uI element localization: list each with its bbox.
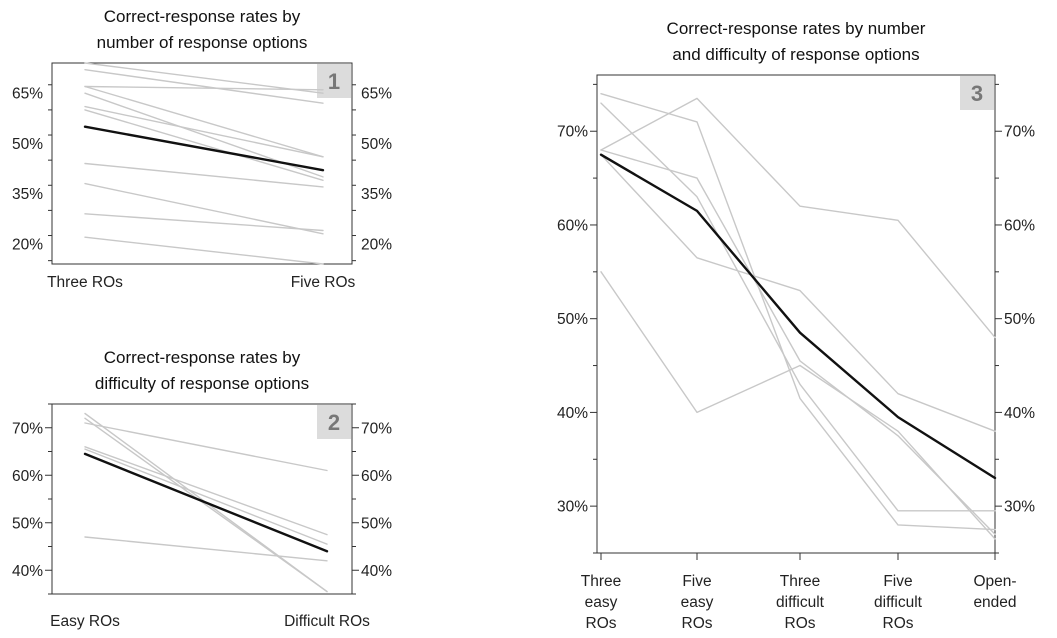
y-tick-label-left: 20%	[12, 236, 43, 253]
series-line	[84, 417, 328, 593]
chart-title: Correct-response rates by number	[667, 19, 926, 38]
x-category-label: Five ROs	[291, 274, 356, 291]
y-tick-label-right: 50%	[361, 515, 392, 532]
chart-3: Correct-response rates by number and diff…	[557, 19, 1035, 632]
series-line	[84, 422, 328, 472]
x-category-label: Three	[581, 573, 622, 590]
series-line	[84, 213, 324, 232]
chart-1: Correct-response rates by number of respo…	[12, 7, 392, 291]
series-line	[84, 85, 324, 158]
y-tick-label-right: 70%	[1004, 124, 1035, 141]
panel-number-label: 1	[328, 69, 340, 94]
series-line	[600, 153, 996, 432]
series-line	[600, 149, 996, 535]
y-tick-label-left: 40%	[12, 563, 43, 580]
x-category-label: Three	[780, 573, 821, 590]
chart-title: Correct-response rates by	[104, 348, 301, 367]
series-line	[84, 536, 328, 562]
x-category-label: ended	[973, 594, 1016, 611]
plot-frame	[51, 62, 353, 265]
series-line	[84, 85, 324, 91]
y-tick-label-left: 65%	[12, 86, 43, 103]
series-line	[600, 97, 996, 339]
series-line	[84, 68, 324, 104]
panel-number-badge	[317, 405, 351, 439]
x-category-label: Three ROs	[47, 274, 123, 291]
x-category-label: Open-	[973, 573, 1016, 590]
series-line	[84, 236, 324, 265]
x-category-label: ROs	[785, 615, 816, 632]
x-category-label: Difficult ROs	[284, 613, 370, 630]
series-line	[84, 109, 324, 182]
series-line	[600, 92, 996, 531]
panel-number-badge	[317, 64, 351, 98]
y-tick-label-left: 50%	[12, 515, 43, 532]
y-tick-label-right: 35%	[361, 186, 392, 203]
y-tick-label-left: 70%	[12, 420, 43, 437]
chart-title: number of response options	[97, 33, 308, 52]
y-tick-label-right: 40%	[361, 563, 392, 580]
x-category-label: Five	[883, 573, 912, 590]
panel-number-label: 3	[971, 81, 983, 106]
x-category-label: ROs	[586, 615, 617, 632]
series-line	[600, 271, 996, 540]
plot-frame	[596, 74, 996, 554]
y-tick-label-right: 70%	[361, 420, 392, 437]
chart-2: Correct-response rates by difficulty of r…	[12, 348, 392, 630]
x-category-label: Easy ROs	[50, 613, 120, 630]
series-line	[84, 105, 324, 158]
y-tick-label-left: 30%	[557, 499, 588, 516]
x-category-label: difficult	[874, 594, 923, 611]
x-category-label: easy	[681, 594, 714, 611]
series-line	[600, 102, 996, 512]
y-tick-label-left: 60%	[557, 217, 588, 234]
series-line	[84, 162, 324, 188]
y-tick-label-left: 70%	[557, 124, 588, 141]
y-tick-label-left: 35%	[12, 186, 43, 203]
y-tick-label-right: 60%	[361, 468, 392, 485]
y-tick-label-right: 40%	[1004, 405, 1035, 422]
x-category-label: easy	[585, 594, 618, 611]
y-tick-label-right: 30%	[1004, 499, 1035, 516]
x-category-label: difficult	[776, 594, 825, 611]
panel-number-badge	[960, 76, 994, 110]
y-tick-label-left: 60%	[12, 468, 43, 485]
chart-title: difficulty of response options	[95, 374, 309, 393]
series-line-mean	[83, 125, 325, 172]
y-tick-label-left: 40%	[557, 405, 588, 422]
y-tick-label-right: 65%	[361, 86, 392, 103]
y-tick-label-left: 50%	[12, 136, 43, 153]
panel-number-label: 2	[328, 410, 340, 435]
x-category-label: ROs	[883, 615, 914, 632]
x-category-label: ROs	[682, 615, 713, 632]
series-line-mean	[599, 153, 997, 480]
chart-title: and difficulty of response options	[672, 45, 919, 64]
y-tick-label-right: 20%	[361, 236, 392, 253]
y-tick-label-left: 50%	[557, 311, 588, 328]
y-tick-label-right: 60%	[1004, 217, 1035, 234]
series-line	[84, 62, 324, 94]
chart-title: Correct-response rates by	[104, 7, 301, 26]
x-category-label: Five	[682, 573, 711, 590]
y-tick-label-right: 50%	[1004, 311, 1035, 328]
series-line	[84, 182, 324, 235]
y-tick-label-right: 50%	[361, 136, 392, 153]
series-line	[84, 446, 328, 536]
series-line-mean	[83, 452, 329, 553]
series-line	[84, 448, 328, 545]
